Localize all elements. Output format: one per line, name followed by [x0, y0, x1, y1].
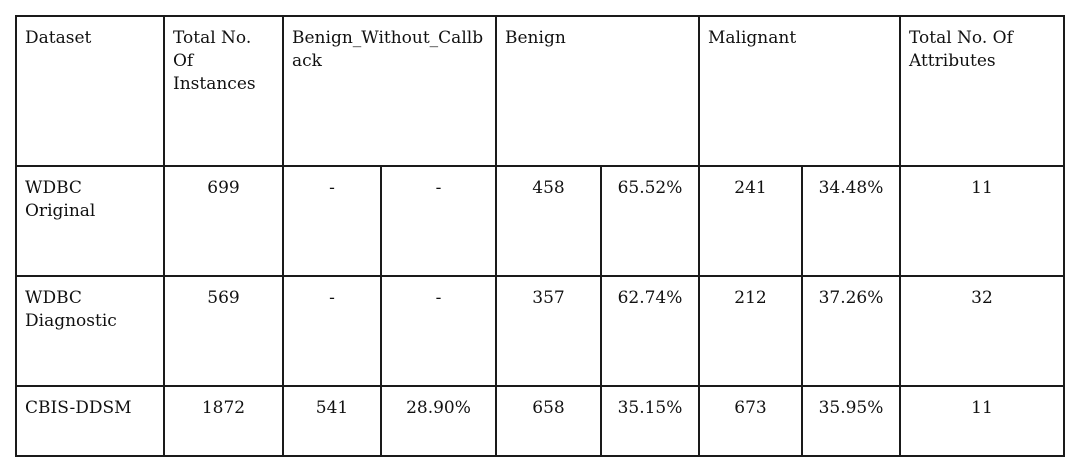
cell-benign-count: 658 — [495, 385, 602, 457]
cell-malignant-count: 673 — [698, 385, 803, 457]
cell-benign-pct: 35.15% — [600, 385, 700, 457]
cell-total-instances: 1872 — [163, 385, 284, 457]
cell-total-attributes: 11 — [899, 165, 1065, 277]
header-dataset: Dataset — [15, 15, 165, 167]
cell-benign-count: 458 — [495, 165, 602, 277]
header-total-attributes: Total No. Of Attributes — [899, 15, 1065, 167]
table-row: CBIS-DDSM 1872 541 28.90% 658 35.15% 673… — [15, 385, 1065, 457]
cell-bwc-pct: - — [380, 165, 497, 277]
header-malignant: Malignant — [698, 15, 901, 167]
cell-benign-pct: 65.52% — [600, 165, 700, 277]
cell-malignant-pct: 37.26% — [801, 275, 901, 387]
cell-malignant-count: 212 — [698, 275, 803, 387]
cell-bwc-pct: 28.90% — [380, 385, 497, 457]
cell-dataset: WDBC Original — [15, 165, 165, 277]
cell-total-attributes: 11 — [899, 385, 1065, 457]
cell-bwc-count: 541 — [282, 385, 382, 457]
cell-bwc-pct: - — [380, 275, 497, 387]
dataset-table-container: Dataset Total No. Of Instances Benign_Wi… — [15, 15, 1065, 457]
cell-malignant-pct: 35.95% — [801, 385, 901, 457]
cell-dataset: CBIS-DDSM — [15, 385, 165, 457]
cell-total-attributes: 32 — [899, 275, 1065, 387]
header-total-instances: Total No. Of Instances — [163, 15, 284, 167]
cell-total-instances: 699 — [163, 165, 284, 277]
header-benign-without-callback: Benign_Without_Callback — [282, 15, 497, 167]
cell-bwc-count: - — [282, 165, 382, 277]
cell-dataset: WDBC Diagnostic — [15, 275, 165, 387]
cell-benign-pct: 62.74% — [600, 275, 700, 387]
header-row: Dataset Total No. Of Instances Benign_Wi… — [15, 15, 1065, 167]
header-benign: Benign — [495, 15, 700, 167]
cell-bwc-count: - — [282, 275, 382, 387]
cell-benign-count: 357 — [495, 275, 602, 387]
cell-malignant-pct: 34.48% — [801, 165, 901, 277]
table-row: WDBC Diagnostic 569 - - 357 62.74% 212 3… — [15, 275, 1065, 387]
cell-malignant-count: 241 — [698, 165, 803, 277]
cell-total-instances: 569 — [163, 275, 284, 387]
dataset-table: Dataset Total No. Of Instances Benign_Wi… — [15, 15, 1065, 457]
table-row: WDBC Original 699 - - 458 65.52% 241 34.… — [15, 165, 1065, 277]
